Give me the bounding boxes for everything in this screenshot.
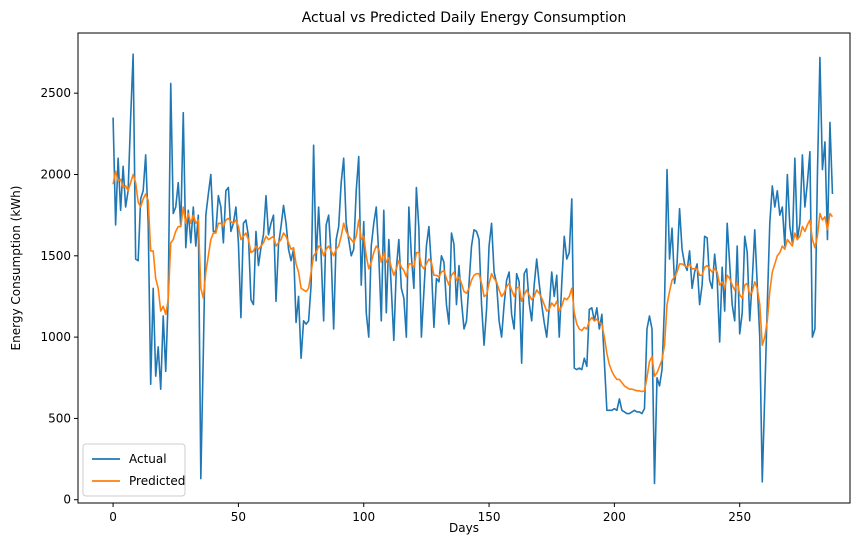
x-tick-label: 50: [231, 510, 246, 524]
plot-frame: [77, 32, 851, 504]
y-tick-label: 1000: [40, 330, 71, 344]
x-axis: 0 50 100 150 200 250: [109, 503, 751, 524]
x-tick-label: 100: [352, 510, 375, 524]
chart-title: Actual vs Predicted Daily Energy Consump…: [302, 10, 627, 26]
legend-label-actual: Actual: [129, 452, 167, 466]
series-line-actual: [112, 53, 834, 485]
legend: Actual Predicted: [82, 443, 186, 497]
x-tick-label: 150: [478, 510, 501, 524]
plot-area: [112, 53, 834, 485]
x-axis-label: Days: [449, 521, 479, 535]
y-tick-label: 2000: [40, 167, 71, 181]
y-tick-label: 0: [63, 493, 71, 507]
x-tick-label: 200: [603, 510, 626, 524]
x-tick-label: 250: [728, 510, 751, 524]
legend-box: [82, 443, 186, 497]
y-axis-label: Energy Consumption (kWh): [9, 186, 23, 351]
x-tick-label: 0: [109, 510, 117, 524]
legend-label-predicted: Predicted: [129, 474, 185, 488]
y-axis: 0 500 1000 1500 2000 2500: [40, 86, 78, 507]
y-tick-label: 500: [48, 411, 71, 425]
y-tick-label: 2500: [40, 86, 71, 100]
y-tick-label: 1500: [40, 249, 71, 263]
series-line-predicted: [112, 170, 834, 393]
